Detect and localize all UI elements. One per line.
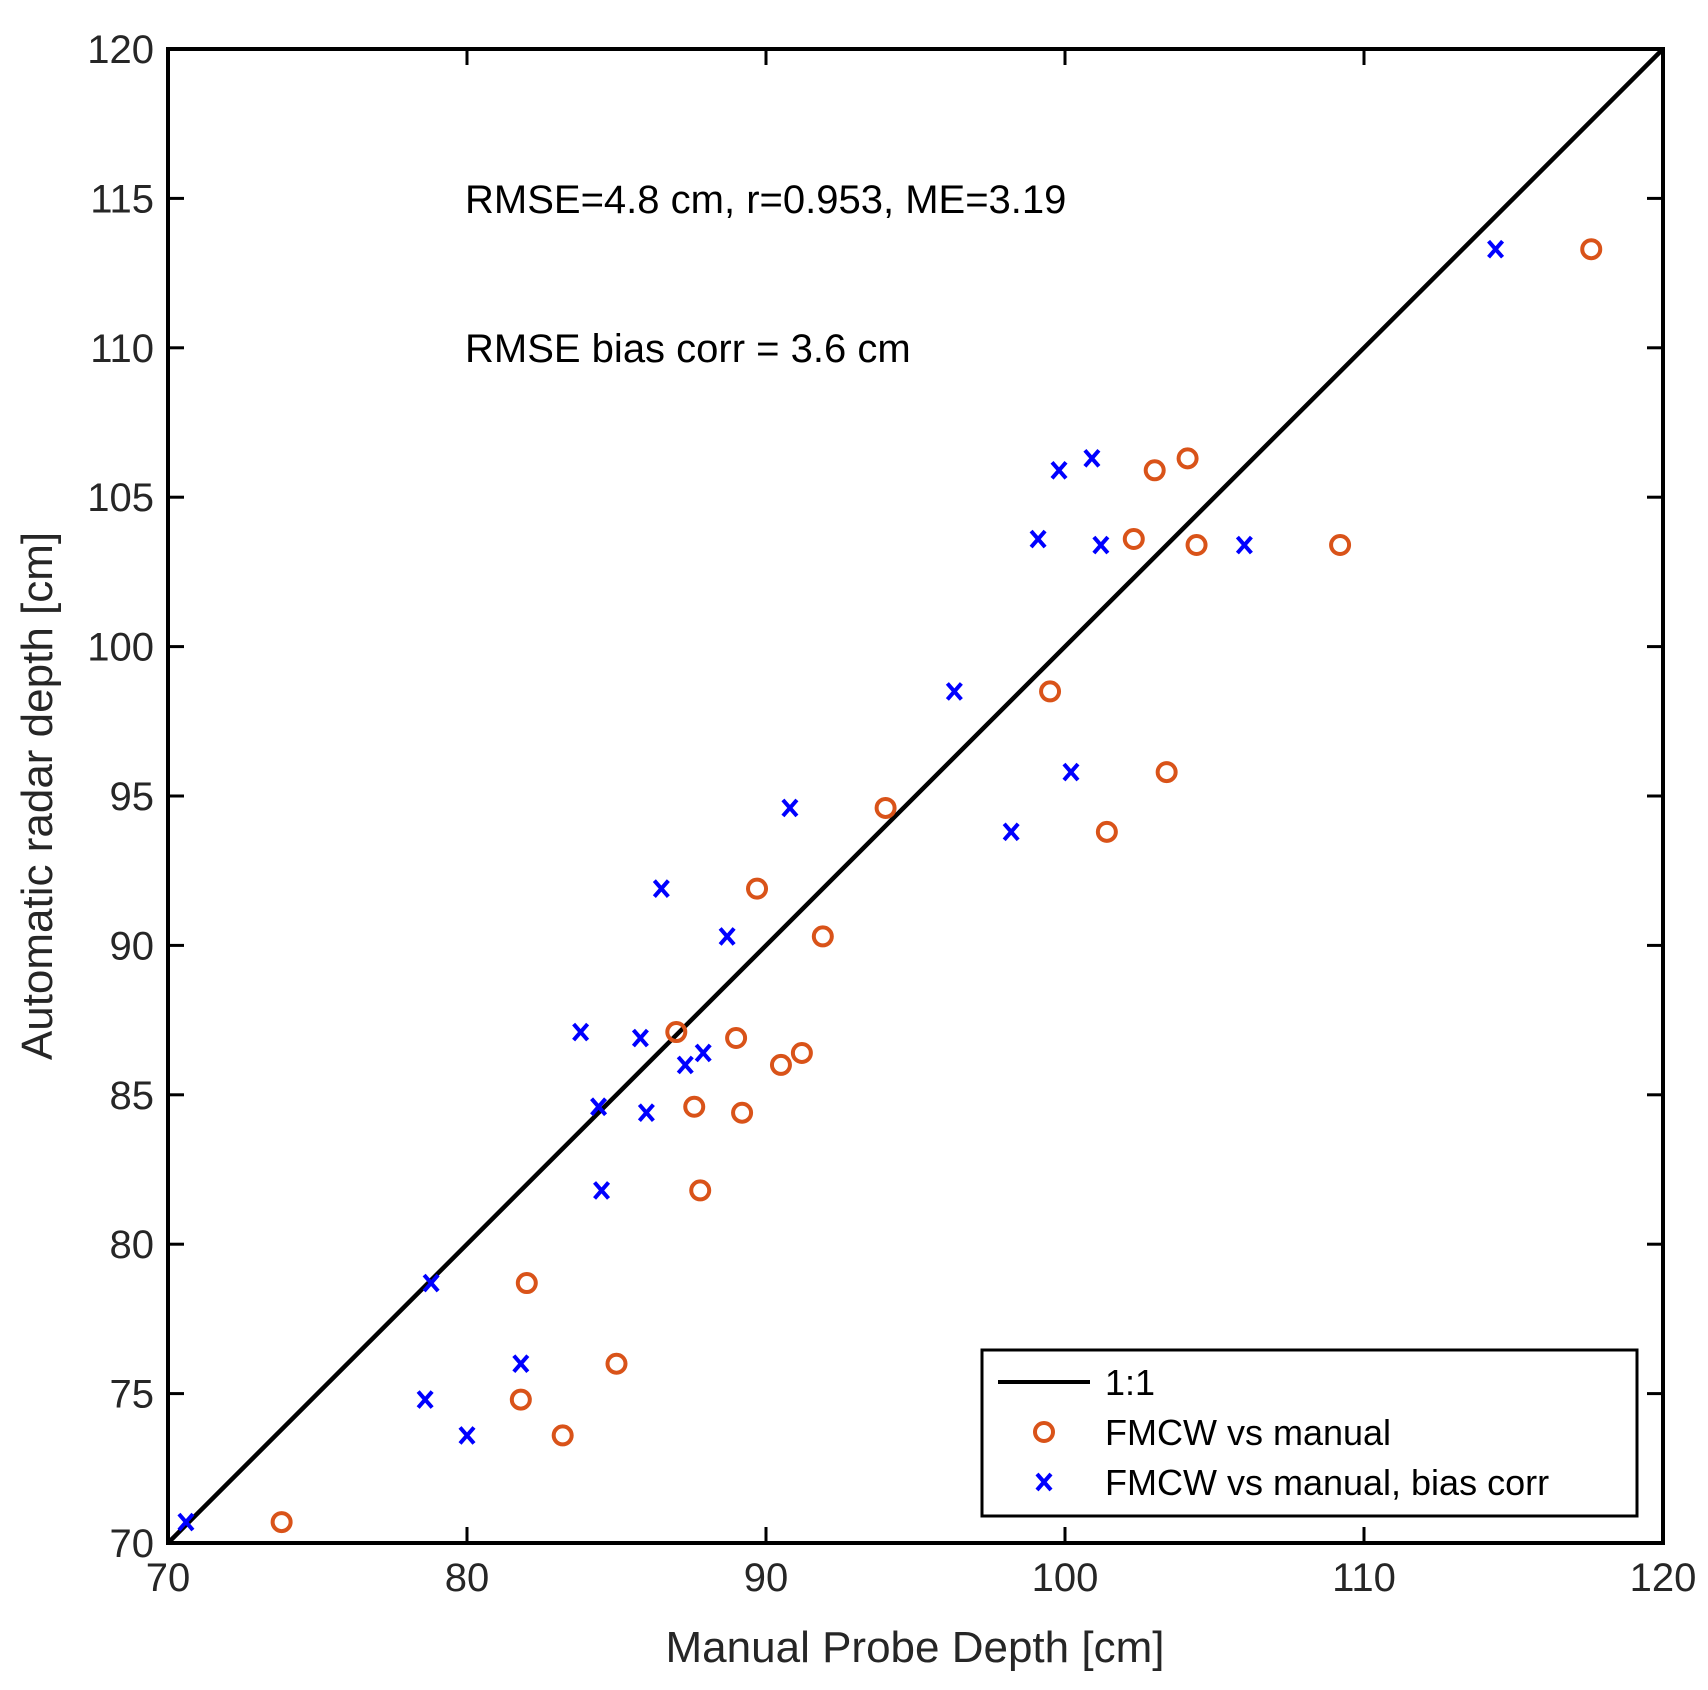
point-fmcw-bias-corr: [631, 1028, 649, 1048]
point-fmcw-bias-corr: [422, 1273, 440, 1293]
point-fmcw-vs-manual: [1580, 238, 1603, 261]
point-fmcw-bias-corr: [694, 1043, 712, 1063]
x-tick-label: 120: [1630, 1556, 1697, 1600]
point-fmcw-bias-corr: [637, 1103, 655, 1123]
point-fmcw-bias-corr: [572, 1022, 590, 1042]
point-fmcw-vs-manual: [605, 1352, 628, 1375]
point-fmcw-vs-manual: [811, 925, 834, 948]
point-fmcw-bias-corr: [1487, 239, 1505, 259]
point-fmcw-bias-corr: [1062, 762, 1080, 782]
legend-swatch-bias-corr: [1035, 1472, 1053, 1492]
point-fmcw-bias-corr: [1050, 460, 1068, 480]
y-tick-label: 120: [87, 28, 154, 72]
point-fmcw-bias-corr: [676, 1055, 694, 1075]
point-fmcw-bias-corr: [590, 1097, 608, 1117]
legend-label-fmcw: FMCW vs manual: [1105, 1412, 1391, 1453]
point-fmcw-vs-manual: [515, 1272, 538, 1295]
y-tick-label: 95: [110, 775, 155, 819]
point-fmcw-bias-corr: [1002, 822, 1020, 842]
annotation-stats: RMSE=4.8 cm, r=0.953, ME=3.19: [465, 178, 1066, 222]
point-fmcw-vs-manual: [1176, 447, 1199, 470]
point-fmcw-vs-manual: [769, 1053, 792, 1076]
point-fmcw-bias-corr: [1092, 535, 1110, 555]
point-fmcw-bias-corr: [1083, 449, 1101, 468]
y-tick-label: 115: [90, 177, 154, 221]
y-tick-label: 70: [110, 1522, 155, 1566]
y-tick-label: 75: [110, 1373, 155, 1417]
point-fmcw-bias-corr: [177, 1512, 195, 1532]
point-fmcw-bias-corr: [512, 1354, 530, 1374]
point-fmcw-vs-manual: [683, 1095, 706, 1118]
y-axis-title: Automatic radar depth [cm]: [13, 532, 62, 1060]
point-fmcw-vs-manual: [790, 1041, 813, 1064]
point-fmcw-vs-manual: [1122, 528, 1145, 551]
point-fmcw-bias-corr: [781, 798, 799, 818]
y-tick-label: 105: [87, 476, 154, 520]
point-fmcw-vs-manual: [1095, 820, 1118, 843]
point-fmcw-vs-manual: [1039, 680, 1062, 703]
point-fmcw-bias-corr: [416, 1390, 434, 1409]
y-tick-label: 100: [87, 626, 154, 670]
legend-box: [980, 1348, 1639, 1518]
legend: 1:1 FMCW vs manual FMCW vs manual, bias …: [980, 1348, 1639, 1518]
point-fmcw-bias-corr: [718, 927, 736, 946]
y-tick-label: 90: [110, 924, 155, 968]
point-fmcw-vs-manual: [665, 1021, 688, 1044]
x-tick-label: 70: [146, 1556, 191, 1600]
point-fmcw-bias-corr: [945, 682, 963, 701]
point-fmcw-vs-manual: [1185, 534, 1208, 557]
point-fmcw-vs-manual: [874, 796, 897, 819]
x-tick-label: 110: [1332, 1556, 1396, 1600]
x-tick-label: 100: [1032, 1556, 1099, 1600]
point-fmcw-bias-corr: [1235, 535, 1253, 555]
legend-label-1to1: 1:1: [1105, 1362, 1155, 1403]
annotation-bias-corr: RMSE bias corr = 3.6 cm: [465, 327, 911, 371]
point-fmcw-vs-manual: [689, 1179, 712, 1202]
point-fmcw-vs-manual: [551, 1424, 574, 1447]
legend-label-bias-corr: FMCW vs manual, bias corr: [1105, 1462, 1549, 1503]
x-tick-label: 90: [744, 1556, 789, 1600]
y-tick-label: 80: [110, 1223, 155, 1267]
point-fmcw-vs-manual: [270, 1511, 293, 1534]
point-fmcw-vs-manual: [1143, 459, 1166, 482]
y-tick-label: 110: [90, 327, 154, 371]
point-fmcw-vs-manual: [725, 1027, 748, 1050]
x-axis-title: Manual Probe Depth [cm]: [666, 1623, 1165, 1672]
point-fmcw-vs-manual: [509, 1388, 532, 1411]
point-fmcw-bias-corr: [593, 1181, 611, 1200]
plot-marks: [166, 47, 1665, 1545]
point-fmcw-vs-manual: [1329, 534, 1352, 557]
x-tick-label: 80: [445, 1556, 490, 1600]
legend-swatch-fmcw: [1033, 1421, 1055, 1443]
point-fmcw-bias-corr: [1029, 529, 1047, 549]
series-line-1to1: [166, 47, 1665, 1545]
axis-ticks: 70 80 90 100 110 120 70 75 80 85 90 95 100 105 110 115 1…: [87, 28, 1696, 1600]
point-fmcw-vs-manual: [746, 877, 769, 900]
point-fmcw-bias-corr: [458, 1426, 476, 1445]
point-fmcw-bias-corr: [652, 879, 670, 898]
y-tick-label: 85: [110, 1074, 155, 1118]
point-fmcw-vs-manual: [731, 1101, 754, 1124]
point-fmcw-vs-manual: [1155, 761, 1178, 784]
